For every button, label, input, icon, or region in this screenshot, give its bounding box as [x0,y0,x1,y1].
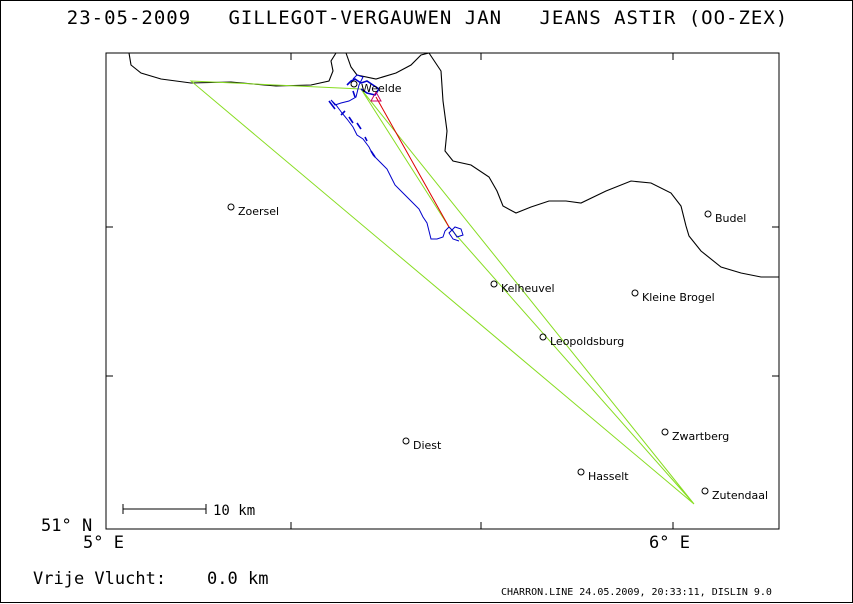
start-triangle [370,90,382,102]
flight-date: 23-05-2009 [66,7,192,29]
place-label: Hasselt [588,470,629,483]
place-label: Budel [715,212,746,225]
place-marker [661,428,669,436]
place-marker [701,487,709,495]
place-marker [539,333,547,341]
place-label: Kleine Brogel [642,291,715,304]
track-line [330,74,464,242]
place-label: Kelheuvel [501,282,555,295]
task-polygon [189,80,695,505]
place-markers: Weelde Zoersel Budel Kelheuvel Kleine Brogel… [227,80,768,502]
scale-bar: 10 km [122,503,255,519]
place-label: Leopoldsburg [550,335,624,348]
free-flight-label: Vrije Vlucht: [33,569,167,589]
task-outline [189,80,695,505]
place-label: Zutendaal [712,489,768,502]
place-marker [350,80,358,88]
flight-track [328,74,464,242]
leg-segment [375,96,450,228]
plot-border [105,52,780,530]
place-label: Diest [413,439,442,452]
leg-line [370,90,450,228]
place-marker [631,289,639,297]
free-flight: Vrije Vlucht: 0.0 km [33,569,268,589]
place-label: Zwartberg [672,430,729,443]
map-frame [105,52,780,530]
credits: CHARRON.LINE 24.05.2009, 20:33:11, DISLI… [501,587,772,598]
scale-bar-label: 10 km [213,503,255,519]
glider-name: JEANS ASTIR (OO-ZEX) [539,7,789,29]
pilot-name: GILLEGOT-VERGAUWEN JAN [228,7,503,29]
place-marker [704,210,712,218]
country-border [128,52,779,278]
place-marker [402,437,410,445]
lon-right-label: 6° E [649,533,690,553]
place-label: Zoersel [238,205,279,218]
place-label: Weelde [361,82,402,95]
track-cluster [328,78,381,158]
lat-label: 51° N [41,516,93,536]
free-flight-value: 0.0 km [207,569,269,589]
place-marker [227,203,235,211]
flight-title: 23-05-2009 GILLEGOT-VERGAUWEN JAN JEANS … [1,7,853,29]
place-marker [490,280,498,288]
lon-left-label: 5° E [83,533,124,553]
border-line [128,52,779,278]
place-marker [577,468,585,476]
